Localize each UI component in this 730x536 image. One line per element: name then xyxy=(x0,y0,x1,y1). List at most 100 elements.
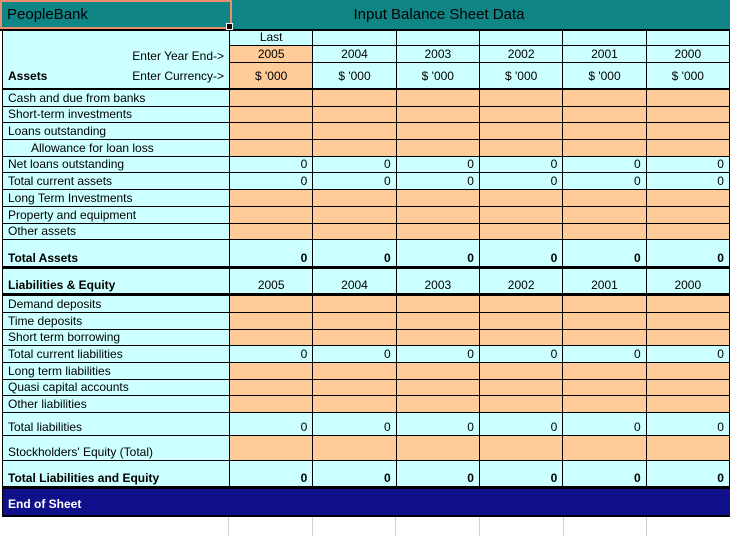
input-cell[interactable] xyxy=(230,436,314,461)
calc-cell[interactable]: 0 xyxy=(563,173,647,191)
input-cell[interactable] xyxy=(563,190,647,207)
input-cell[interactable] xyxy=(646,362,730,380)
input-cell[interactable] xyxy=(563,106,647,124)
input-cell[interactable] xyxy=(563,123,647,141)
currency-header-cell[interactable]: $ '000 xyxy=(563,63,647,88)
empty-header-cell[interactable] xyxy=(479,31,564,46)
input-cell[interactable] xyxy=(313,379,397,397)
input-cell[interactable] xyxy=(646,296,730,313)
input-cell[interactable] xyxy=(230,90,314,107)
input-cell[interactable] xyxy=(479,362,564,380)
input-cell[interactable] xyxy=(479,206,564,224)
input-cell[interactable] xyxy=(479,190,564,207)
total-cell[interactable]: 0 xyxy=(646,240,730,267)
calc-cell[interactable]: 0 xyxy=(563,346,647,363)
input-cell[interactable] xyxy=(646,190,730,207)
input-cell[interactable] xyxy=(313,123,397,141)
calc-cell[interactable]: 0 xyxy=(479,413,564,436)
input-cell[interactable] xyxy=(646,90,730,107)
input-cell[interactable] xyxy=(479,329,564,347)
calc-cell[interactable]: 0 xyxy=(479,346,564,363)
input-cell[interactable] xyxy=(396,379,480,397)
empty-header-cell[interactable] xyxy=(313,31,397,46)
input-cell[interactable] xyxy=(313,312,397,330)
calc-cell[interactable]: 0 xyxy=(230,413,314,436)
calc-cell[interactable]: 0 xyxy=(313,346,397,363)
currency-input-cell[interactable]: $ '000 xyxy=(230,63,314,88)
calc-cell[interactable]: 0 xyxy=(396,173,480,191)
input-cell[interactable] xyxy=(396,329,480,347)
selected-cell-peoplebank[interactable]: PeopleBank xyxy=(0,0,233,30)
calc-cell[interactable]: 0 xyxy=(230,346,314,363)
year-header-cell[interactable]: 2000 xyxy=(646,269,730,294)
input-cell[interactable] xyxy=(479,296,564,313)
input-cell[interactable] xyxy=(646,106,730,124)
year-header-cell[interactable]: 2005 xyxy=(230,269,314,294)
year-header-cell[interactable]: 2002 xyxy=(479,46,564,63)
currency-header-cell[interactable]: $ '000 xyxy=(646,63,730,88)
year-header-cell[interactable]: 2003 xyxy=(396,46,480,63)
input-cell[interactable] xyxy=(230,362,314,380)
input-cell[interactable] xyxy=(230,312,314,330)
input-cell[interactable] xyxy=(230,223,314,241)
input-cell[interactable] xyxy=(396,312,480,330)
calc-cell[interactable]: 0 xyxy=(396,413,480,436)
input-cell[interactable] xyxy=(396,190,480,207)
input-cell[interactable] xyxy=(396,90,480,107)
input-cell[interactable] xyxy=(646,223,730,241)
input-cell[interactable] xyxy=(646,123,730,141)
input-cell[interactable] xyxy=(230,329,314,347)
calc-cell[interactable]: 0 xyxy=(646,413,730,436)
year-header-cell[interactable]: 2001 xyxy=(563,269,647,294)
calc-cell[interactable]: 0 xyxy=(230,173,314,191)
input-cell[interactable] xyxy=(563,140,647,157)
total-cell[interactable]: 0 xyxy=(479,240,564,267)
input-cell[interactable] xyxy=(563,312,647,330)
input-cell[interactable] xyxy=(313,362,397,380)
currency-header-cell[interactable]: $ '000 xyxy=(313,63,397,88)
input-cell[interactable] xyxy=(313,106,397,124)
calc-cell[interactable]: 0 xyxy=(396,346,480,363)
input-cell[interactable] xyxy=(313,329,397,347)
input-cell[interactable] xyxy=(230,206,314,224)
year-header-cell[interactable]: 2003 xyxy=(396,269,480,294)
year-header-cell[interactable]: 2002 xyxy=(479,269,564,294)
input-cell[interactable] xyxy=(313,206,397,224)
empty-header-cell[interactable] xyxy=(396,31,480,46)
input-cell[interactable] xyxy=(313,436,397,461)
input-cell[interactable] xyxy=(479,436,564,461)
input-cell[interactable] xyxy=(563,206,647,224)
input-cell[interactable] xyxy=(563,223,647,241)
input-cell[interactable] xyxy=(313,396,397,413)
input-cell[interactable] xyxy=(563,90,647,107)
input-cell[interactable] xyxy=(479,123,564,141)
input-cell[interactable] xyxy=(396,106,480,124)
calc-cell[interactable]: 0 xyxy=(313,413,397,436)
input-cell[interactable] xyxy=(313,296,397,313)
currency-header-cell[interactable]: $ '000 xyxy=(396,63,480,88)
input-cell[interactable] xyxy=(563,296,647,313)
input-cell[interactable] xyxy=(563,362,647,380)
input-cell[interactable] xyxy=(646,436,730,461)
input-cell[interactable] xyxy=(396,436,480,461)
calc-cell[interactable]: 0 xyxy=(646,346,730,363)
input-cell[interactable] xyxy=(479,379,564,397)
currency-header-cell[interactable]: $ '000 xyxy=(479,63,564,88)
input-cell[interactable] xyxy=(396,206,480,224)
input-cell[interactable] xyxy=(563,396,647,413)
calc-cell[interactable]: 0 xyxy=(313,173,397,191)
input-cell[interactable] xyxy=(479,90,564,107)
year-header-cell[interactable]: 2000 xyxy=(646,46,730,63)
input-cell[interactable] xyxy=(396,296,480,313)
input-cell[interactable] xyxy=(396,140,480,157)
input-cell[interactable] xyxy=(646,379,730,397)
year-header-cell[interactable]: 2004 xyxy=(313,46,397,63)
input-cell[interactable] xyxy=(563,379,647,397)
input-cell[interactable] xyxy=(313,190,397,207)
input-cell[interactable] xyxy=(646,312,730,330)
calc-cell[interactable]: 0 xyxy=(230,156,314,174)
year-input-cell[interactable]: 2005 xyxy=(230,46,314,63)
input-cell[interactable] xyxy=(479,396,564,413)
input-cell[interactable] xyxy=(313,90,397,107)
input-cell[interactable] xyxy=(230,106,314,124)
